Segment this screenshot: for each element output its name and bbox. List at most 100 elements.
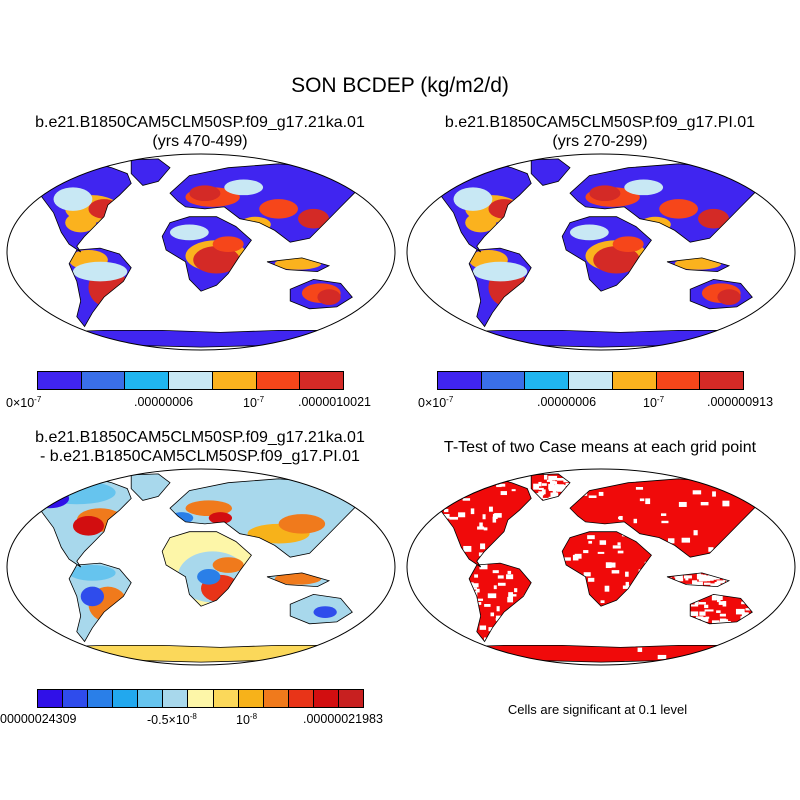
map-ttest-nonsig-cell bbox=[556, 477, 564, 481]
map-ttest-coastline-samerica bbox=[468, 562, 532, 643]
map-ref-coastline-namerica bbox=[437, 161, 532, 253]
map-ttest-nonsig-cell bbox=[612, 545, 621, 549]
diff-panel-title: b.e21.B1850CAM5CLM50SP.f09_g17.21ka.01 -… bbox=[0, 428, 400, 466]
case-cbar-label-mid: .00000006 bbox=[134, 395, 194, 409]
map-ttest-nonsig-cell bbox=[450, 497, 457, 500]
difference-colorbar-swatch-4 bbox=[113, 690, 139, 707]
map-ttest-nonsig-cell bbox=[622, 585, 632, 589]
map-diff-field-2 bbox=[72, 516, 105, 536]
map-ttest-nonsig-cell bbox=[683, 575, 692, 579]
map-ttest-nonsig-cell bbox=[462, 498, 471, 501]
difference-colorbar-swatch-12 bbox=[313, 690, 339, 707]
map-ttest-nonsig-cell bbox=[700, 501, 709, 506]
map-ttest-nonsig-cell bbox=[703, 582, 711, 585]
case-colorbar-swatch-1 bbox=[38, 372, 82, 389]
map-diff-field-22 bbox=[274, 572, 322, 585]
map-ttest-nonsig-cell bbox=[497, 575, 504, 579]
map-ttest-nonsig-cell bbox=[699, 612, 704, 615]
map-ttest-nonsig-cell bbox=[490, 612, 495, 617]
map-case-coastline-namerica bbox=[37, 161, 132, 253]
map-ttest-nonsig-cell bbox=[754, 502, 763, 508]
difference-colorbar-swatch-9 bbox=[238, 690, 264, 707]
difference-colorbar-swatch-8 bbox=[213, 690, 239, 707]
map-ttest-nonsig-cell bbox=[492, 570, 499, 574]
map-case-coastline-greenland bbox=[130, 158, 171, 186]
map-ttest-nonsig-cell bbox=[474, 574, 479, 578]
main-title: SON BCDEP (kg/m2/d) bbox=[291, 74, 509, 97]
difference-colorbar bbox=[37, 689, 364, 708]
map-ttest-nonsig-cell bbox=[556, 484, 564, 490]
map-ttest-coastline-namerica bbox=[437, 476, 532, 568]
map-diff-coastline-indonesia bbox=[266, 572, 331, 588]
map-ttest-nonsig-cell bbox=[538, 487, 544, 490]
ref-panel-title: b.e21.B1850CAM5CLM50SP.f09_g17.PI.01 (yr… bbox=[400, 113, 800, 151]
map-ref-coastline-greenland bbox=[530, 158, 571, 186]
reference-colorbar bbox=[437, 371, 744, 390]
map-ttest-nonsig-cell bbox=[507, 570, 512, 575]
ttest-panel-title: T-Test of two Case means at each grid po… bbox=[400, 438, 800, 457]
map-ttest-nonsig-cell bbox=[541, 483, 547, 486]
map-ttest-nonsig-cell bbox=[536, 493, 543, 499]
map-ttest-nonsig-cell bbox=[697, 574, 703, 580]
difference-colorbar-swatch-10 bbox=[263, 690, 289, 707]
ref-cbar-label-max: .000000913 bbox=[707, 395, 774, 409]
difference-colorbar-swatch-2 bbox=[63, 690, 89, 707]
map-ttest-nonsig-cell bbox=[541, 489, 546, 495]
difference-colorbar-swatch-3 bbox=[88, 690, 114, 707]
map-ttest-nonsig-cell bbox=[722, 500, 730, 507]
map-ttest-nonsig-cell bbox=[538, 481, 542, 487]
map-ttest-nonsig-cell bbox=[588, 540, 593, 544]
map-case-coastline-africa bbox=[161, 216, 252, 292]
diff-cbar-label-max: .00000021983 bbox=[303, 712, 383, 726]
map-case-coastline-eurasia bbox=[169, 163, 365, 243]
difference-colorbar-swatch-11 bbox=[288, 690, 314, 707]
map-ttest-nonsig-cell bbox=[476, 588, 480, 593]
reference-colorbar-swatch-1 bbox=[438, 372, 482, 389]
map-ttest-nonsig-cell bbox=[484, 603, 491, 607]
map-ttest-nonsig-cell bbox=[533, 483, 539, 490]
map-diff-field-21 bbox=[313, 606, 337, 618]
case-colorbar-swatch-2 bbox=[81, 372, 126, 389]
case-mean-map bbox=[6, 153, 396, 351]
map-case-field-16 bbox=[224, 179, 264, 196]
map-ttest-nonsig-cell bbox=[692, 580, 698, 586]
map-ttest-nonsig-cell bbox=[499, 483, 506, 487]
case-title-line2: (yrs 470-499) bbox=[152, 133, 248, 150]
map-ttest-coastline-australia bbox=[689, 593, 753, 625]
case-colorbar-swatch-3 bbox=[125, 372, 170, 389]
map-case-field-3 bbox=[65, 212, 97, 233]
map-ttest-coastline-indonesia bbox=[666, 572, 731, 588]
map-case-coastline-australia bbox=[289, 278, 353, 310]
case-colorbar-swatch-6 bbox=[256, 372, 301, 389]
map-ttest-nonsig-cell bbox=[514, 588, 518, 593]
map-ttest-nonsig-cell bbox=[442, 514, 450, 519]
map-ttest-nonsig-cell bbox=[681, 537, 691, 543]
map-ttest-nonsig-cell bbox=[479, 649, 484, 653]
ttest-title-line1: T-Test of two Case means at each grid po… bbox=[443, 439, 757, 456]
map-ttest-nonsig-cell bbox=[723, 619, 729, 624]
map-ttest-nonsig-cell bbox=[678, 501, 687, 507]
map-ttest-land-samerica bbox=[469, 563, 532, 642]
map-case-field-6 bbox=[72, 261, 128, 282]
map-ttest-nonsig-cell bbox=[702, 575, 711, 582]
case-colorbar-swatch-7 bbox=[300, 372, 344, 389]
map-ttest-nonsig-cell bbox=[660, 513, 667, 516]
map-ttest-nonsig-cell bbox=[700, 617, 709, 622]
map-ttest-nonsig-cell bbox=[766, 656, 772, 662]
map-case-field-8 bbox=[193, 246, 240, 274]
map-ttest-nonsig-cell bbox=[463, 655, 473, 660]
map-diff-field-7 bbox=[80, 586, 104, 607]
map-ttest-nonsig-cell bbox=[470, 508, 475, 515]
map-ttest-nonsig-cell bbox=[716, 610, 721, 613]
map-diff-field-17 bbox=[278, 514, 326, 534]
map-case-globe-border bbox=[6, 153, 396, 351]
difference-colorbar-swatch-6 bbox=[163, 690, 189, 707]
map-ttest-nonsig-cell bbox=[477, 526, 485, 530]
map-ttest-nonsig-cell bbox=[639, 498, 645, 502]
map-ttest-nonsig-cell bbox=[488, 506, 493, 512]
map-ttest-nonsig-cell bbox=[508, 594, 517, 597]
difference-colorbar-swatch-5 bbox=[138, 690, 164, 707]
reference-colorbar-swatch-4 bbox=[569, 372, 613, 389]
map-ttest-nonsig-cell bbox=[492, 516, 497, 523]
map-case-field-9 bbox=[169, 224, 209, 241]
